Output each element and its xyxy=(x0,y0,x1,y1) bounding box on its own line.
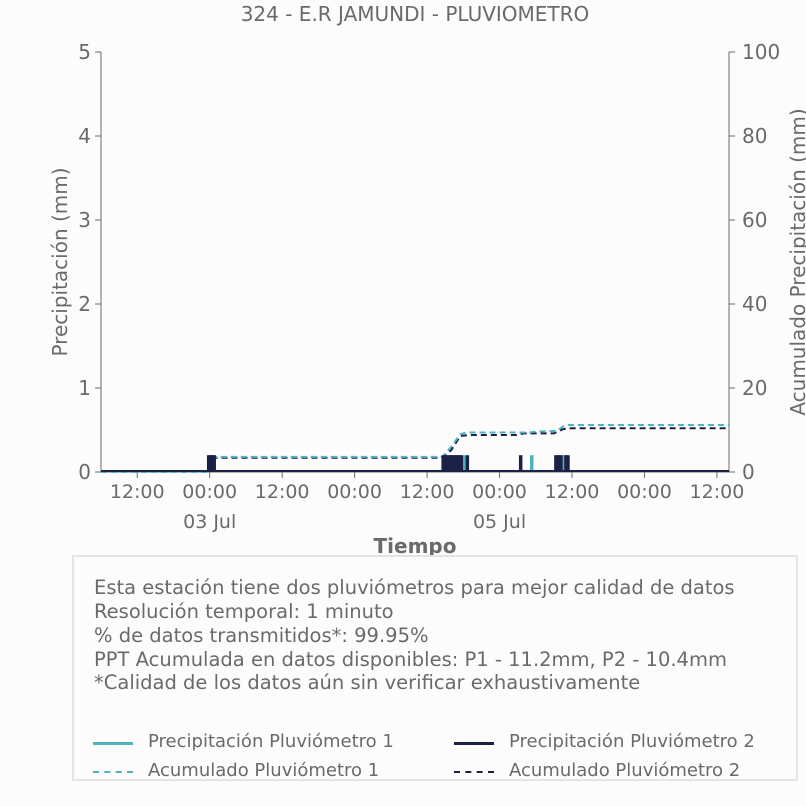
info-line: *Calidad de los datos aún sin verificar … xyxy=(94,671,641,694)
x-tick-label: 12:00 xyxy=(255,481,310,503)
y2-tick-label: 20 xyxy=(742,376,767,400)
x-tick-date-label: 03 Jul xyxy=(183,511,236,533)
x-axis-label: Tiempo xyxy=(374,534,457,556)
y2-tick-label: 100 xyxy=(742,40,780,64)
x-tick-label: 00:00 xyxy=(617,481,672,503)
legend-item: Acumulado Pluviómetro 1 xyxy=(148,760,380,781)
rainfall-chart: 324 - E.R JAMUNDI - PLUVIOMETRO 0 1 2 3 4 5 0 2… xyxy=(48,2,806,556)
legend-swatch-solid xyxy=(93,742,133,745)
legend-item: Precipitación Pluviómetro 1 xyxy=(148,731,394,752)
plot-area: 0 1 2 3 4 5 0 20 40 60 80 100 12:00 00:00 03 Jul 12:00 0… xyxy=(78,40,780,533)
y2-tick-label: 0 xyxy=(742,460,755,484)
x-tick-label: 12:00 xyxy=(690,481,745,503)
y-tick-label: 3 xyxy=(78,208,91,232)
legend-swatch-dashed xyxy=(93,771,133,773)
y2-axis-label: Acumulado Precipitación (mm) xyxy=(786,108,806,415)
y-axis-label: Precipitación (mm) xyxy=(48,167,72,356)
info-box: Esta estación tiene dos pluviómetros par… xyxy=(72,555,798,781)
info-line: Esta estación tiene dos pluviómetros par… xyxy=(94,576,735,599)
series-line-acumulado-1 xyxy=(101,424,729,473)
series-line-acumulado-2 xyxy=(101,427,729,473)
x-tick-label: 12:00 xyxy=(545,481,600,503)
y-tick-label: 1 xyxy=(78,376,91,400)
legend-swatch-dashed xyxy=(454,771,494,773)
y2-tick-label: 80 xyxy=(742,124,767,148)
y2-tick-label: 60 xyxy=(742,208,767,232)
x-tick-label: 12:00 xyxy=(110,481,165,503)
y-tick-label: 5 xyxy=(78,40,91,64)
y-tick-label: 0 xyxy=(78,460,91,484)
info-line: Resolución temporal: 1 minuto xyxy=(94,600,394,623)
y-tick-label: 2 xyxy=(78,292,91,316)
x-tick-label: 12:00 xyxy=(400,481,455,503)
chart-title: 324 - E.R JAMUNDI - PLUVIOMETRO xyxy=(241,2,590,26)
legend-swatch-solid xyxy=(454,742,494,745)
x-tick-label: 00:00 xyxy=(472,481,527,503)
x-tick-date-label: 05 Jul xyxy=(473,511,526,533)
y-tick-label: 4 xyxy=(78,124,91,148)
legend-item: Precipitación Pluviómetro 2 xyxy=(509,731,755,752)
info-line: PPT Acumulada en datos disponibles: P1 -… xyxy=(94,648,727,671)
legend-item: Acumulado Pluviómetro 2 xyxy=(509,760,741,781)
info-line: % de datos transmitidos*: 99.95% xyxy=(94,624,429,647)
x-tick-label: 00:00 xyxy=(327,481,382,503)
y2-tick-label: 40 xyxy=(742,292,767,316)
x-tick-label: 00:00 xyxy=(182,481,237,503)
